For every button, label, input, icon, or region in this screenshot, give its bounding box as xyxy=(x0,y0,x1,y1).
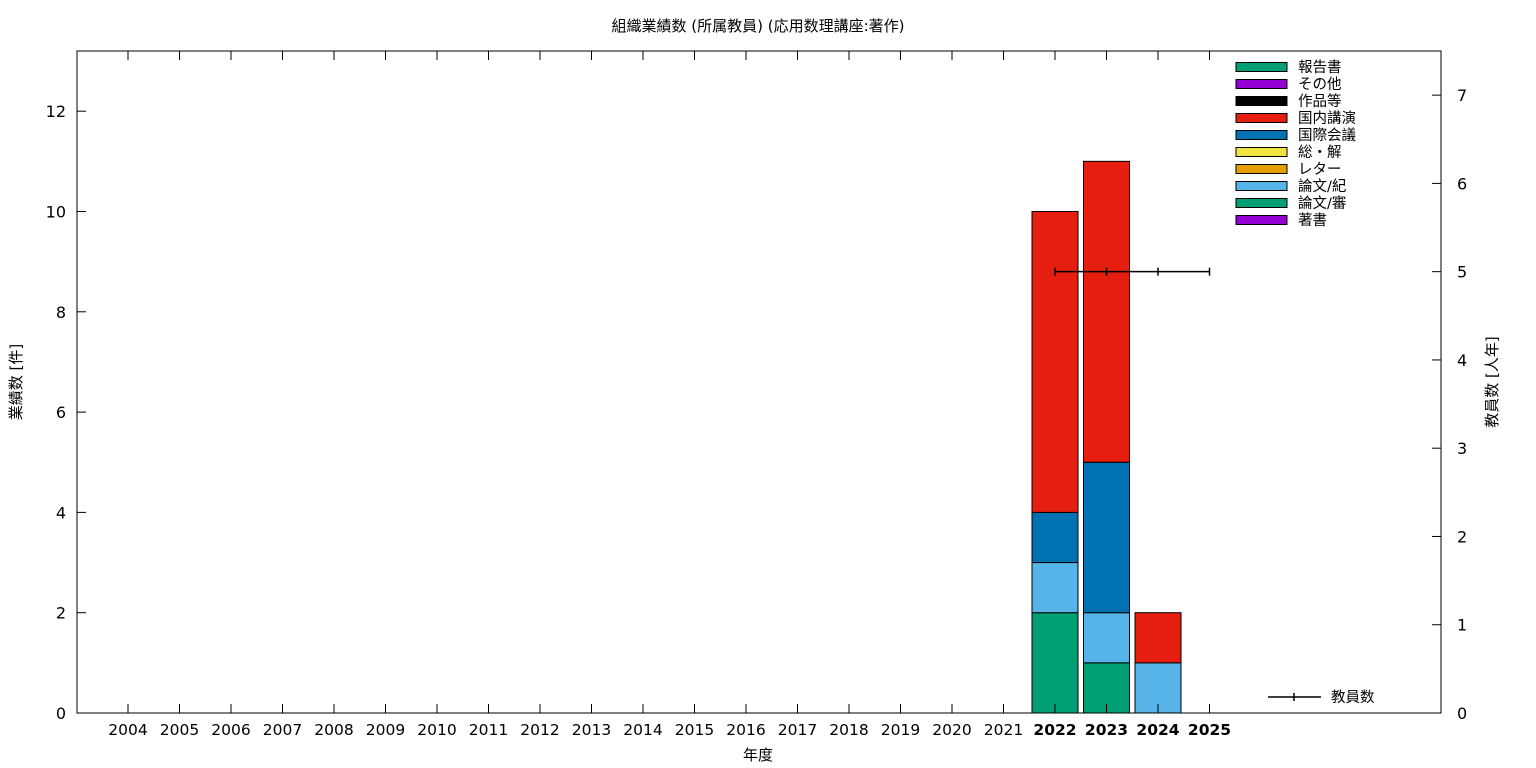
legend-label-9: 著書 xyxy=(1298,212,1327,229)
axis-ticks xyxy=(77,51,1441,714)
y-tick-label-6: 6 xyxy=(56,403,66,422)
y2-tick-label-6: 6 xyxy=(1457,174,1467,193)
legend-swatch-0 xyxy=(1235,62,1288,72)
x-axis-label: 年度 xyxy=(743,746,773,764)
y2-tick-label-4: 4 xyxy=(1457,351,1467,370)
x-tick-label-2022: 2022 xyxy=(1033,721,1076,739)
x-tick-label-2006: 2006 xyxy=(211,721,250,739)
y-tick-label-0: 0 xyxy=(56,704,66,723)
y2-tick-label-5: 5 xyxy=(1457,263,1467,282)
legend-label-8: 論文/審 xyxy=(1298,195,1347,212)
y-tick-label-10: 10 xyxy=(46,202,66,221)
legend-label-2: 作品等 xyxy=(1298,92,1342,110)
legend-label-1: その他 xyxy=(1298,76,1342,93)
x-tick-label-2015: 2015 xyxy=(675,721,714,739)
y2-axis-label: 教員数 [人年] xyxy=(1483,336,1501,427)
x-tick-label-2014: 2014 xyxy=(623,721,662,739)
bar-2022-series-6 xyxy=(1031,210,1079,513)
x-tick-label-2008: 2008 xyxy=(314,721,353,739)
y2-tick-label-1: 1 xyxy=(1457,616,1467,635)
bar-2023-series-2 xyxy=(1083,612,1130,664)
x-tick-label-2020: 2020 xyxy=(932,721,971,739)
x-tick-label-2019: 2019 xyxy=(881,721,920,739)
legend-swatch-2 xyxy=(1235,96,1288,106)
legend-swatch-6 xyxy=(1235,164,1288,174)
legend-label-faculty: 教員数 xyxy=(1331,689,1375,706)
legend-label-3: 国内講演 xyxy=(1298,110,1356,127)
y2-tick-label-7: 7 xyxy=(1457,86,1467,105)
y2-tick-label-3: 3 xyxy=(1457,439,1467,458)
legend-swatch-4 xyxy=(1235,130,1288,140)
x-tick-label-2021: 2021 xyxy=(984,721,1023,739)
x-tick-label-2009: 2009 xyxy=(366,721,405,739)
y-tick-label-4: 4 xyxy=(56,503,66,522)
x-tick-label-2007: 2007 xyxy=(263,721,302,739)
x-tick-label-2023: 2023 xyxy=(1085,721,1128,739)
bars-layer xyxy=(1031,160,1182,714)
legend-label-7: 論文/紀 xyxy=(1298,178,1346,195)
x-tick-label-2017: 2017 xyxy=(778,721,817,739)
legend-label-4: 国際会議 xyxy=(1298,126,1356,144)
y2-axis-tick-labels: 0 1 2 3 4 5 6 7 xyxy=(1457,86,1467,723)
legend-swatch-7 xyxy=(1235,181,1288,191)
legend-swatch-8 xyxy=(1235,198,1288,208)
legend-label-5: 総・解 xyxy=(1298,144,1342,161)
bar-2023-series-5 xyxy=(1083,461,1130,614)
x-tick-label-2013: 2013 xyxy=(572,721,611,739)
x-tick-label-2010: 2010 xyxy=(417,721,456,739)
x-tick-label-2024: 2024 xyxy=(1136,721,1179,739)
y-axis-tick-labels: 0 2 4 6 8 10 12 xyxy=(46,102,66,723)
y-tick-label-8: 8 xyxy=(56,303,66,322)
legend-swatch-9 xyxy=(1235,215,1288,225)
chart-title: 組織業績数 (所属教員) (応用数理講座:著作) xyxy=(612,17,905,35)
y2-tick-label-2: 2 xyxy=(1457,527,1467,546)
x-axis-tick-labels: 2004 2005 2006 2007 2008 2009 2010 2011 2012 2013… xyxy=(108,721,1231,739)
x-tick-label-2012: 2012 xyxy=(520,721,559,739)
plot-area xyxy=(76,50,1442,714)
x-tick-label-2005: 2005 xyxy=(160,721,199,739)
x-tick-label-2004: 2004 xyxy=(108,721,147,739)
legend-label-6: レター xyxy=(1298,161,1342,178)
y2-tick-label-0: 0 xyxy=(1457,704,1467,723)
x-tick-label-2025: 2025 xyxy=(1188,721,1231,739)
plot-frame xyxy=(76,50,1442,714)
legend-swatch-1 xyxy=(1235,79,1288,89)
faculty-count-line xyxy=(1054,267,1211,276)
x-tick-label-2016: 2016 xyxy=(726,721,765,739)
x-tick-label-2018: 2018 xyxy=(829,721,868,739)
x-tick-label-2011: 2011 xyxy=(469,721,508,739)
legend-swatch-5 xyxy=(1235,147,1288,157)
legend-swatch-3 xyxy=(1235,113,1288,123)
bar-2022-series-1 xyxy=(1031,612,1079,714)
bar-2024-series-6 xyxy=(1134,612,1182,664)
y-tick-label-12: 12 xyxy=(46,102,66,121)
y-axis-label: 業績数 [件] xyxy=(7,344,25,420)
bar-2022-series-5 xyxy=(1031,511,1079,564)
bar-2023-series-6 xyxy=(1083,160,1130,463)
legend-label-0: 報告書 xyxy=(1298,59,1342,76)
y-tick-label-2: 2 xyxy=(56,604,66,623)
bar-2022-series-2 xyxy=(1031,562,1079,614)
